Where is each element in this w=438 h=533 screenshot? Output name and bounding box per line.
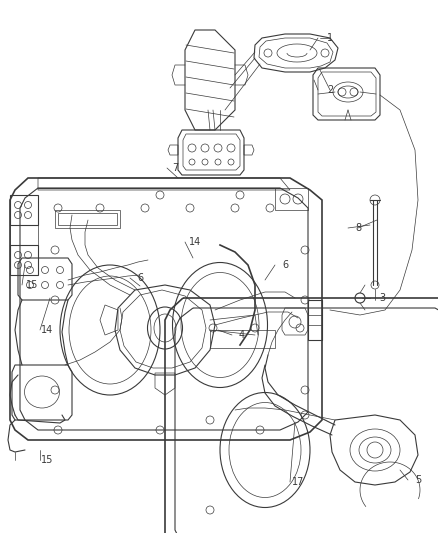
Text: 1: 1 <box>327 33 333 43</box>
Text: 2: 2 <box>327 85 333 95</box>
Text: 6: 6 <box>282 260 288 270</box>
Text: 14: 14 <box>41 325 53 335</box>
Text: 14: 14 <box>189 237 201 247</box>
Text: 15: 15 <box>41 455 53 465</box>
Text: 7: 7 <box>172 163 178 173</box>
Text: 3: 3 <box>379 293 385 303</box>
Text: 5: 5 <box>415 475 421 485</box>
Text: 6: 6 <box>137 273 143 283</box>
Text: 4: 4 <box>239 330 245 340</box>
Text: 15: 15 <box>26 280 38 290</box>
Text: 17: 17 <box>292 477 304 487</box>
Text: 8: 8 <box>355 223 361 233</box>
